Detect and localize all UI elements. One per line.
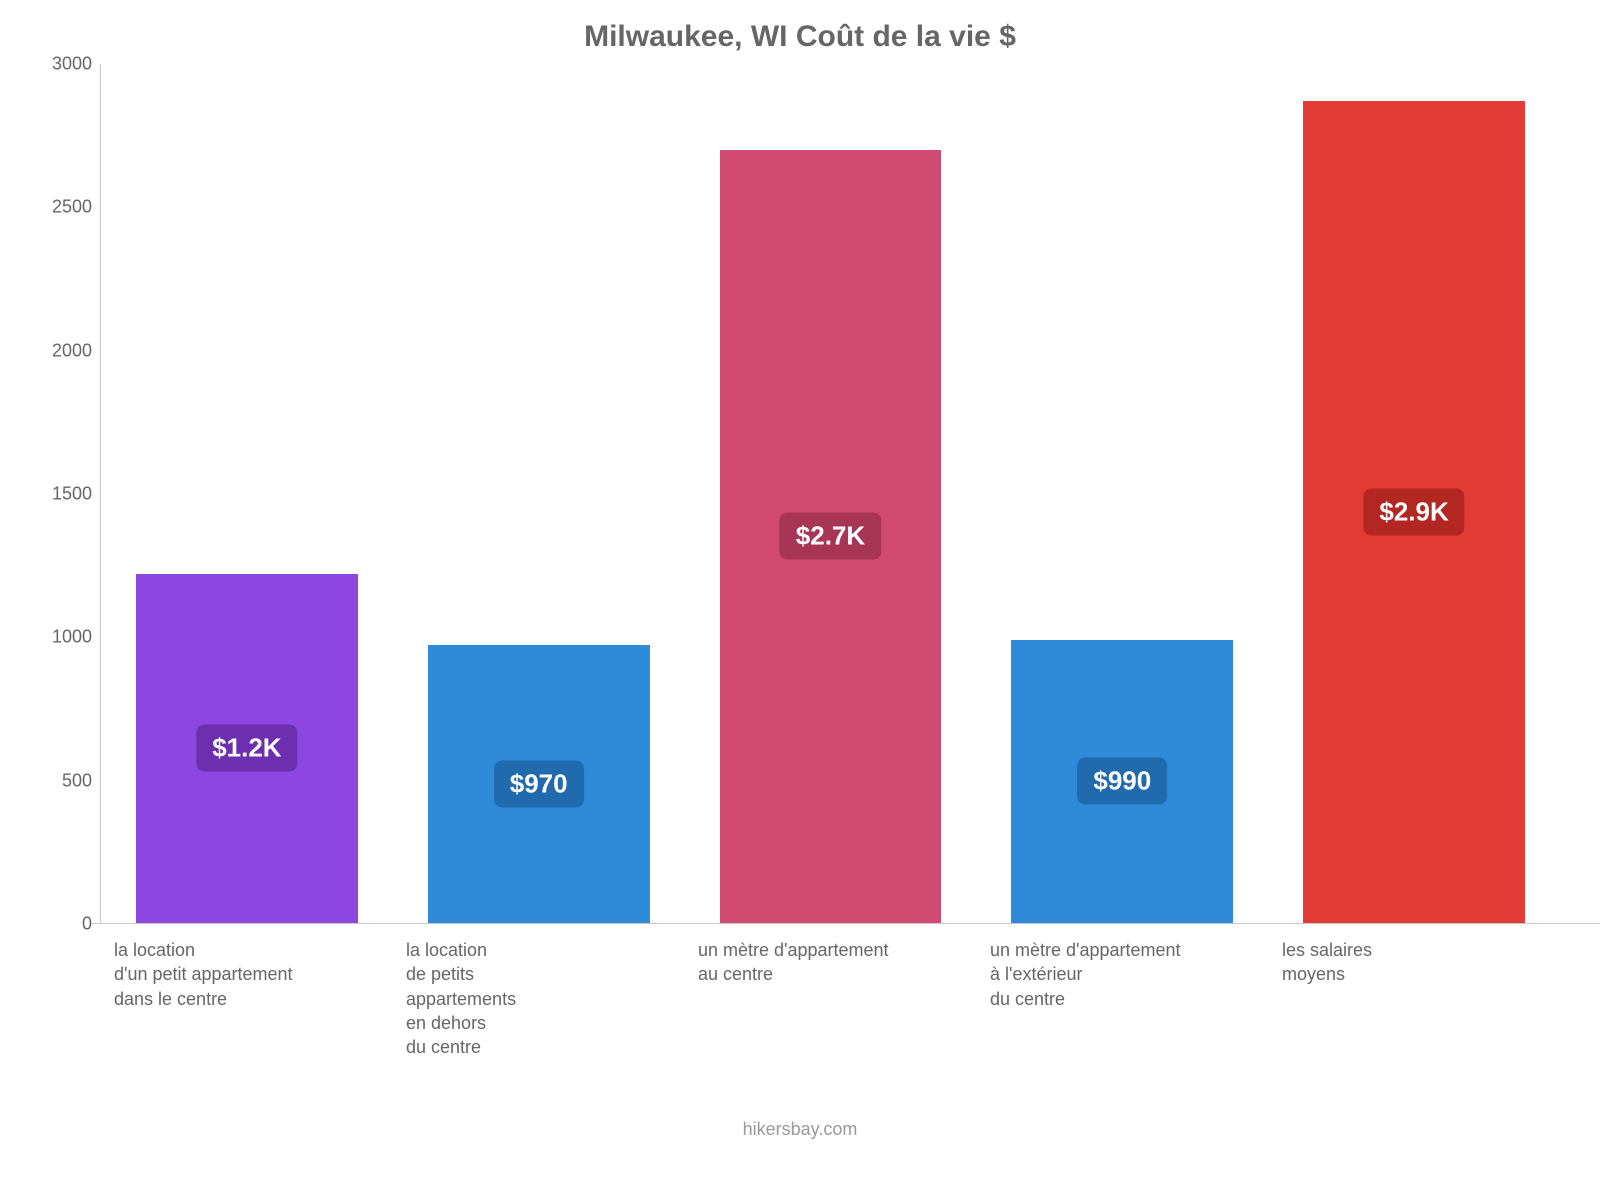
x-category-label: les salaires moyens bbox=[1282, 938, 1502, 987]
bar-value-label: $970 bbox=[494, 761, 584, 808]
chart-footer: hikersbay.com bbox=[40, 1119, 1560, 1140]
bar: $990 bbox=[1011, 640, 1233, 923]
chart-container: Milwaukee, WI Coût de la vie $ 0 500 1000 1… bbox=[0, 0, 1600, 1200]
bar-slot: $2.9K bbox=[1268, 64, 1560, 923]
bar: $970 bbox=[428, 645, 650, 923]
bar: $2.7K bbox=[720, 150, 942, 923]
bar-slot: $1.2K bbox=[101, 64, 393, 923]
bar-slot: $990 bbox=[976, 64, 1268, 923]
bar-value-label: $990 bbox=[1077, 758, 1167, 805]
x-label-slot: un mètre d'appartement à l'extérieur du … bbox=[976, 938, 1268, 1059]
x-category-label: un mètre d'appartement au centre bbox=[698, 938, 918, 987]
plot-area: $1.2K $970 $2.7K $990 $2.9K bbox=[100, 64, 1560, 924]
x-label-slot: la location de petits appartements en de… bbox=[392, 938, 684, 1059]
x-label-slot: la location d'un petit appartement dans … bbox=[100, 938, 392, 1059]
x-axis-labels: la location d'un petit appartement dans … bbox=[100, 938, 1560, 1059]
x-category-label: un mètre d'appartement à l'extérieur du … bbox=[990, 938, 1210, 1011]
y-axis: 050010001500200025003000 bbox=[40, 64, 100, 924]
bar: $1.2K bbox=[136, 574, 358, 923]
y-tick-label: 2500 bbox=[52, 197, 92, 218]
bar-value-label: $2.9K bbox=[1363, 489, 1464, 536]
y-tick-label: 3000 bbox=[52, 54, 92, 75]
x-category-label: la location d'un petit appartement dans … bbox=[114, 938, 334, 1011]
x-label-slot: les salaires moyens bbox=[1268, 938, 1560, 1059]
bars-group: $1.2K $970 $2.7K $990 $2.9K bbox=[101, 64, 1560, 923]
bar-value-label: $2.7K bbox=[780, 513, 881, 560]
bar: $2.9K bbox=[1303, 101, 1525, 923]
y-tick-label: 2000 bbox=[52, 340, 92, 361]
y-tick-label: 500 bbox=[62, 770, 92, 791]
y-tick-label: 1500 bbox=[52, 484, 92, 505]
plot-row: 050010001500200025003000 $1.2K$970$2.7K$… bbox=[40, 64, 1560, 924]
bar-slot: $2.7K bbox=[685, 64, 977, 923]
y-tick-label: 1000 bbox=[52, 627, 92, 648]
y-tick-label: 0 bbox=[82, 914, 92, 935]
chart-title: Milwaukee, WI Coût de la vie $ bbox=[40, 20, 1560, 54]
x-category-label: la location de petits appartements en de… bbox=[406, 938, 626, 1059]
bar-value-label: $1.2K bbox=[196, 725, 297, 772]
x-label-slot: un mètre d'appartement au centre bbox=[684, 938, 976, 1059]
bar-slot: $970 bbox=[393, 64, 685, 923]
x-axis-line bbox=[91, 923, 1600, 924]
